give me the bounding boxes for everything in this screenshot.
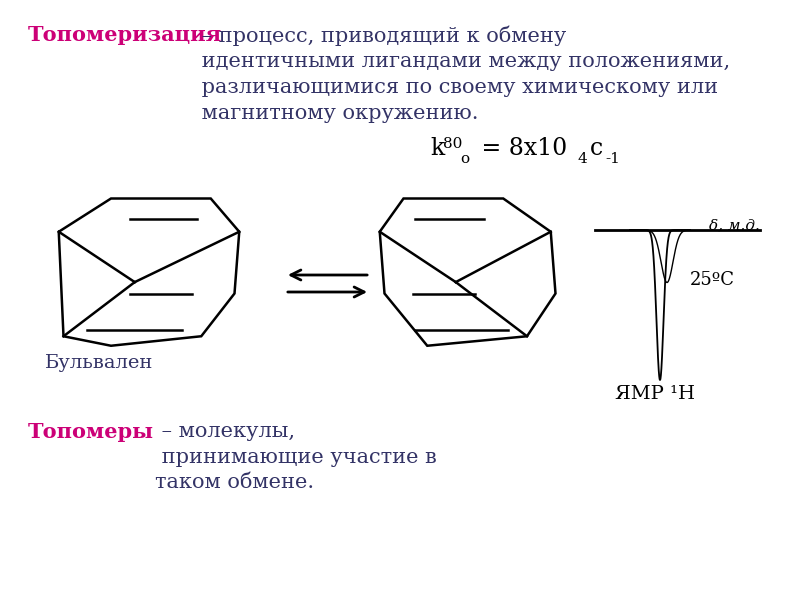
Text: 25ºC: 25ºC — [690, 271, 735, 289]
Text: o: o — [460, 152, 469, 166]
Text: = 8x10: = 8x10 — [474, 137, 567, 160]
Text: k: k — [430, 137, 444, 160]
Text: -1: -1 — [605, 152, 620, 166]
Text: δ, м.д.: δ, м.д. — [709, 218, 760, 232]
Text: Топомеризация: Топомеризация — [28, 25, 222, 45]
Text: Топомеры: Топомеры — [28, 422, 154, 442]
Text: 4: 4 — [578, 152, 588, 166]
Text: 80: 80 — [443, 137, 462, 151]
Text: – процесс, приводящий к обмену
 идентичными лигандами между положениями,
 различ: – процесс, приводящий к обмену идентичны… — [195, 25, 730, 123]
Text: – молекулы,
 принимающие участие в
таком обмене.: – молекулы, принимающие участие в таком … — [155, 422, 437, 493]
Text: Бульвален: Бульвален — [45, 354, 154, 372]
Text: c: c — [590, 137, 603, 160]
Text: ЯМР ¹H: ЯМР ¹H — [615, 385, 695, 403]
